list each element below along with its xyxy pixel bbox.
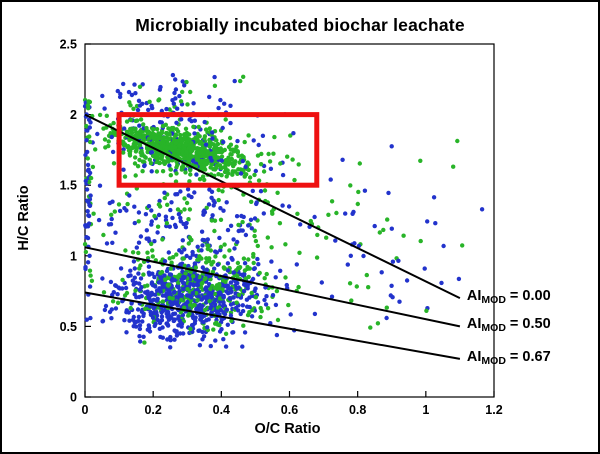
y-tick-label: 1.5 xyxy=(60,179,77,193)
x-tick-label: 0.2 xyxy=(144,403,161,417)
ai-label-text: AI xyxy=(466,288,482,305)
x-tick-label: 0 xyxy=(82,403,89,417)
y-tick-label: 2 xyxy=(70,108,77,122)
x-tick-label: 0.8 xyxy=(349,403,366,417)
x-tick-label: 1 xyxy=(422,403,429,417)
x-tick-label: 0.6 xyxy=(281,403,298,417)
ai-label-subscript: MOD xyxy=(481,322,506,335)
y-tick-label: 1 xyxy=(70,249,77,263)
highlight-box xyxy=(116,112,320,188)
chart-title: Microbially incubated biochar leachate xyxy=(135,15,465,35)
y-tick-label: 0 xyxy=(70,391,77,405)
aimod-050-label: AIMOD = 0.50 xyxy=(467,316,551,334)
y-axis-label: H/C Ratio xyxy=(16,185,32,251)
ai-label-text: AI xyxy=(466,316,482,333)
y-tick-label: 2.5 xyxy=(60,38,77,52)
ai-label-subscript: MOD xyxy=(481,354,506,367)
y-tick-label: 0.5 xyxy=(60,320,77,334)
x-tick-label: 0.4 xyxy=(213,403,230,417)
ai-label-value: = 0.67 xyxy=(505,348,551,365)
ai-label-value: = 0.00 xyxy=(505,288,551,305)
ai-label-text: AI xyxy=(466,348,482,365)
scatter-points xyxy=(82,72,485,350)
axes: 0 0.2 0.4 0.6 0.8 1 1.2 0 0.5 1 1.5 2 2.5 xyxy=(60,38,503,418)
aimod-lines xyxy=(84,113,461,360)
aimod-000-label: AIMOD = 0.00 xyxy=(467,288,551,306)
ai-label-subscript: MOD xyxy=(481,294,506,307)
ai-label-value: = 0.50 xyxy=(505,316,551,333)
x-tick-label: 1.2 xyxy=(485,403,502,417)
aimod-067-label: AIMOD = 0.67 xyxy=(467,349,551,367)
x-axis-label: O/C Ratio xyxy=(254,421,321,437)
